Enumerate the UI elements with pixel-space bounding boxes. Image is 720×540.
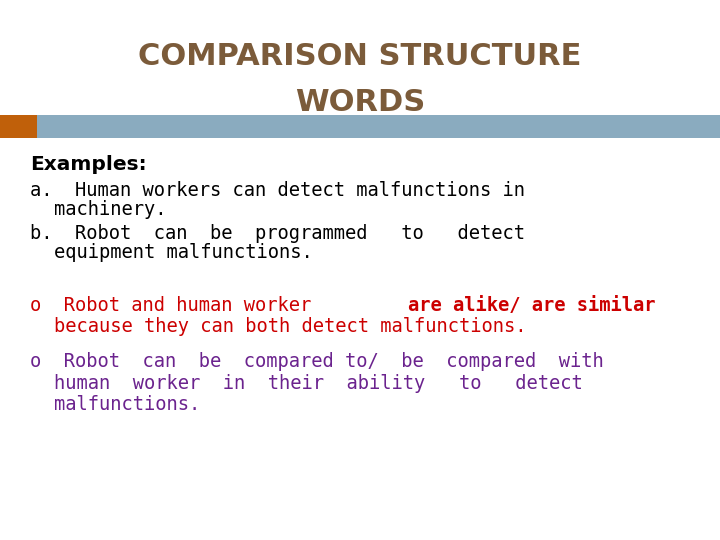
Text: human  worker  in  their  ability   to   detect: human worker in their ability to detect bbox=[54, 374, 582, 393]
Text: malfunctions.: malfunctions. bbox=[54, 395, 200, 415]
Bar bbox=[0, 115, 37, 138]
Text: because they can both detect malfunctions.: because they can both detect malfunction… bbox=[54, 317, 526, 336]
Text: b.  Robot  can  be  programmed   to   detect: b. Robot can be programmed to detect bbox=[30, 224, 526, 243]
Text: machinery.: machinery. bbox=[54, 200, 166, 219]
Text: equipment malfunctions.: equipment malfunctions. bbox=[54, 243, 312, 262]
Text: COMPARISON STRUCTURE: COMPARISON STRUCTURE bbox=[138, 42, 582, 71]
Text: Examples:: Examples: bbox=[30, 155, 147, 174]
Text: WORDS: WORDS bbox=[295, 88, 425, 117]
Bar bbox=[37, 115, 720, 138]
Text: are alike/ are similar: are alike/ are similar bbox=[408, 295, 655, 315]
Text: a.  Human workers can detect malfunctions in: a. Human workers can detect malfunctions… bbox=[30, 180, 526, 200]
Text: o  Robot and human worker: o Robot and human worker bbox=[30, 295, 323, 315]
Text: o  Robot  can  be  compared to/  be  compared  with: o Robot can be compared to/ be compared … bbox=[30, 352, 604, 372]
